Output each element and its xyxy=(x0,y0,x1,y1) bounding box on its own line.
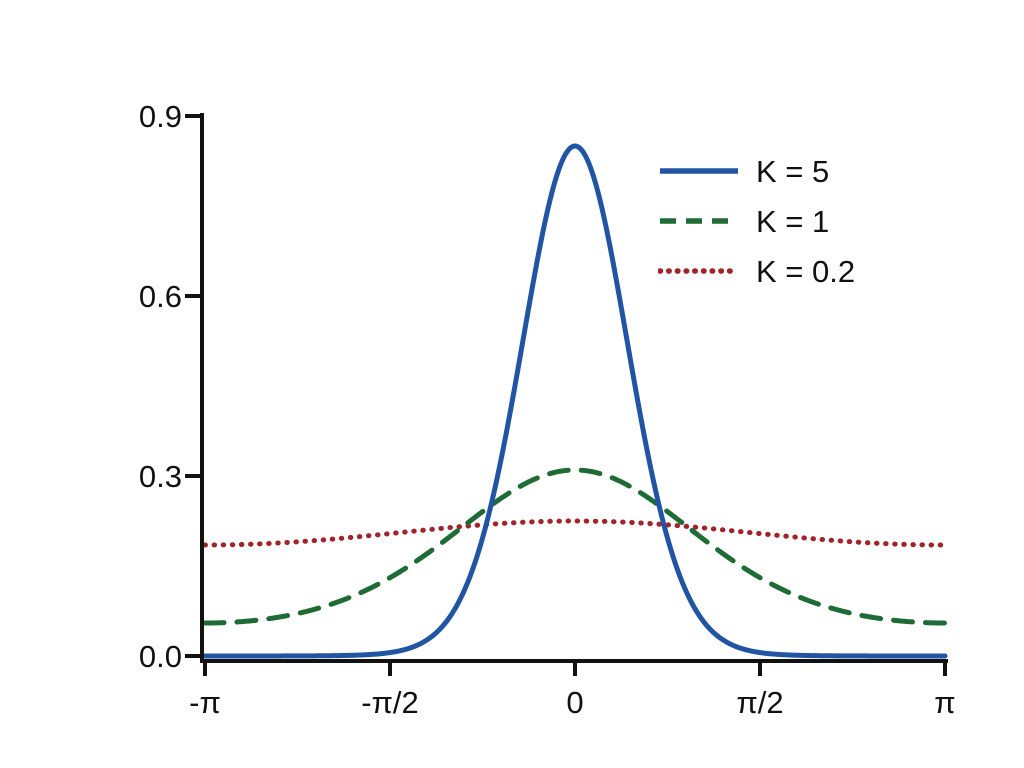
tick-labels-layer: -π -π/2 0 π/2 π 0.0 0.3 0.6 0.9 xyxy=(139,99,956,720)
legend-swatch-dotted xyxy=(658,268,740,274)
legend-swatch-solid xyxy=(660,168,738,174)
x-tick-label: 0 xyxy=(566,685,583,720)
y-tick-label: 0.0 xyxy=(139,639,182,674)
ticks-layer xyxy=(185,114,947,676)
series-line-K5 xyxy=(202,143,948,659)
y-tick-label: 0.3 xyxy=(139,459,182,494)
legend-label-k5: K = 5 xyxy=(756,153,830,189)
y-tick-label: 0.6 xyxy=(139,279,182,314)
legend-swatch-dashed xyxy=(660,218,738,224)
series-layer xyxy=(202,143,948,659)
y-tick-label: 0.9 xyxy=(139,99,182,134)
legend: K = 5 K = 1 K = 0.2 xyxy=(658,146,855,296)
series-line-K1 xyxy=(202,467,948,626)
legend-item-k1: K = 1 xyxy=(658,196,855,246)
x-tick-label: π xyxy=(934,685,955,720)
legend-label-k1: K = 1 xyxy=(756,203,830,239)
legend-item-k5: K = 5 xyxy=(658,146,855,196)
x-tick-label: -π xyxy=(189,685,221,720)
series-line-K02 xyxy=(202,518,948,548)
legend-item-k02: K = 0.2 xyxy=(658,246,855,296)
x-tick-label: -π/2 xyxy=(361,685,419,720)
x-tick-label: π/2 xyxy=(736,685,783,720)
legend-label-k02: K = 0.2 xyxy=(756,253,856,289)
